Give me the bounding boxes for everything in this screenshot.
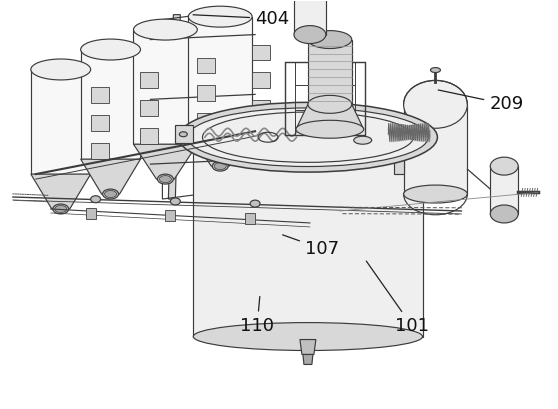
Ellipse shape [308,95,352,113]
Polygon shape [393,124,403,174]
Polygon shape [81,159,141,194]
Ellipse shape [212,161,228,171]
Polygon shape [252,72,270,88]
Polygon shape [220,10,233,199]
Polygon shape [303,355,313,364]
Ellipse shape [308,31,352,49]
Polygon shape [141,100,158,116]
Ellipse shape [157,174,174,184]
Text: 404: 404 [193,10,290,28]
Polygon shape [165,211,175,221]
Polygon shape [133,29,198,144]
Polygon shape [90,88,109,103]
Ellipse shape [170,198,180,205]
Ellipse shape [193,323,422,351]
Ellipse shape [31,59,90,80]
Polygon shape [90,115,109,131]
Polygon shape [141,72,158,88]
Polygon shape [245,213,255,224]
Polygon shape [252,45,270,61]
Polygon shape [294,0,326,35]
Ellipse shape [490,157,518,175]
Text: 110: 110 [240,297,274,335]
Ellipse shape [430,67,440,72]
Ellipse shape [403,81,468,128]
Polygon shape [308,40,352,104]
Polygon shape [210,189,350,314]
Text: 101: 101 [366,261,429,335]
Polygon shape [141,128,158,144]
Polygon shape [198,113,215,129]
Polygon shape [169,15,180,199]
Ellipse shape [104,191,117,198]
Ellipse shape [187,108,428,166]
Polygon shape [31,70,90,174]
Ellipse shape [354,136,372,144]
Ellipse shape [210,294,350,333]
Polygon shape [188,17,252,131]
Ellipse shape [210,169,350,209]
Ellipse shape [403,185,468,203]
Ellipse shape [90,196,100,203]
Ellipse shape [214,163,226,170]
Polygon shape [133,144,198,179]
Polygon shape [31,174,90,209]
Polygon shape [296,104,364,129]
Ellipse shape [103,189,118,199]
Polygon shape [198,58,215,74]
Polygon shape [175,125,193,143]
Ellipse shape [203,112,413,162]
Polygon shape [86,208,95,219]
Polygon shape [252,100,270,116]
Polygon shape [81,49,141,159]
Ellipse shape [250,200,260,207]
Ellipse shape [53,204,69,214]
Ellipse shape [296,120,364,138]
Polygon shape [188,131,252,166]
Text: 209: 209 [438,90,523,113]
Ellipse shape [188,6,252,27]
Polygon shape [193,137,422,337]
Polygon shape [300,339,316,355]
Ellipse shape [55,205,67,212]
Ellipse shape [81,39,141,60]
Polygon shape [403,104,468,194]
Polygon shape [90,143,109,159]
Ellipse shape [133,19,198,40]
Polygon shape [198,85,215,101]
Polygon shape [490,166,518,214]
Ellipse shape [490,205,518,223]
Ellipse shape [160,175,171,182]
Text: 107: 107 [282,235,339,258]
Ellipse shape [179,132,187,137]
Ellipse shape [294,26,326,43]
Ellipse shape [179,102,437,172]
